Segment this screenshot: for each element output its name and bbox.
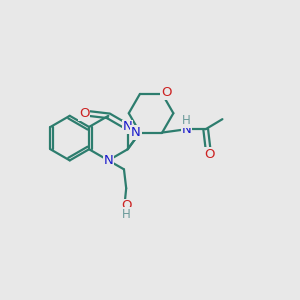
- Text: O: O: [79, 107, 89, 120]
- Text: H: H: [182, 114, 191, 128]
- Text: N: N: [131, 126, 141, 139]
- Text: N: N: [182, 123, 192, 136]
- Text: O: O: [204, 148, 215, 160]
- Text: O: O: [161, 86, 171, 99]
- Text: H: H: [122, 208, 131, 221]
- Text: N: N: [103, 154, 113, 167]
- Text: N: N: [123, 121, 133, 134]
- Text: O: O: [121, 200, 132, 212]
